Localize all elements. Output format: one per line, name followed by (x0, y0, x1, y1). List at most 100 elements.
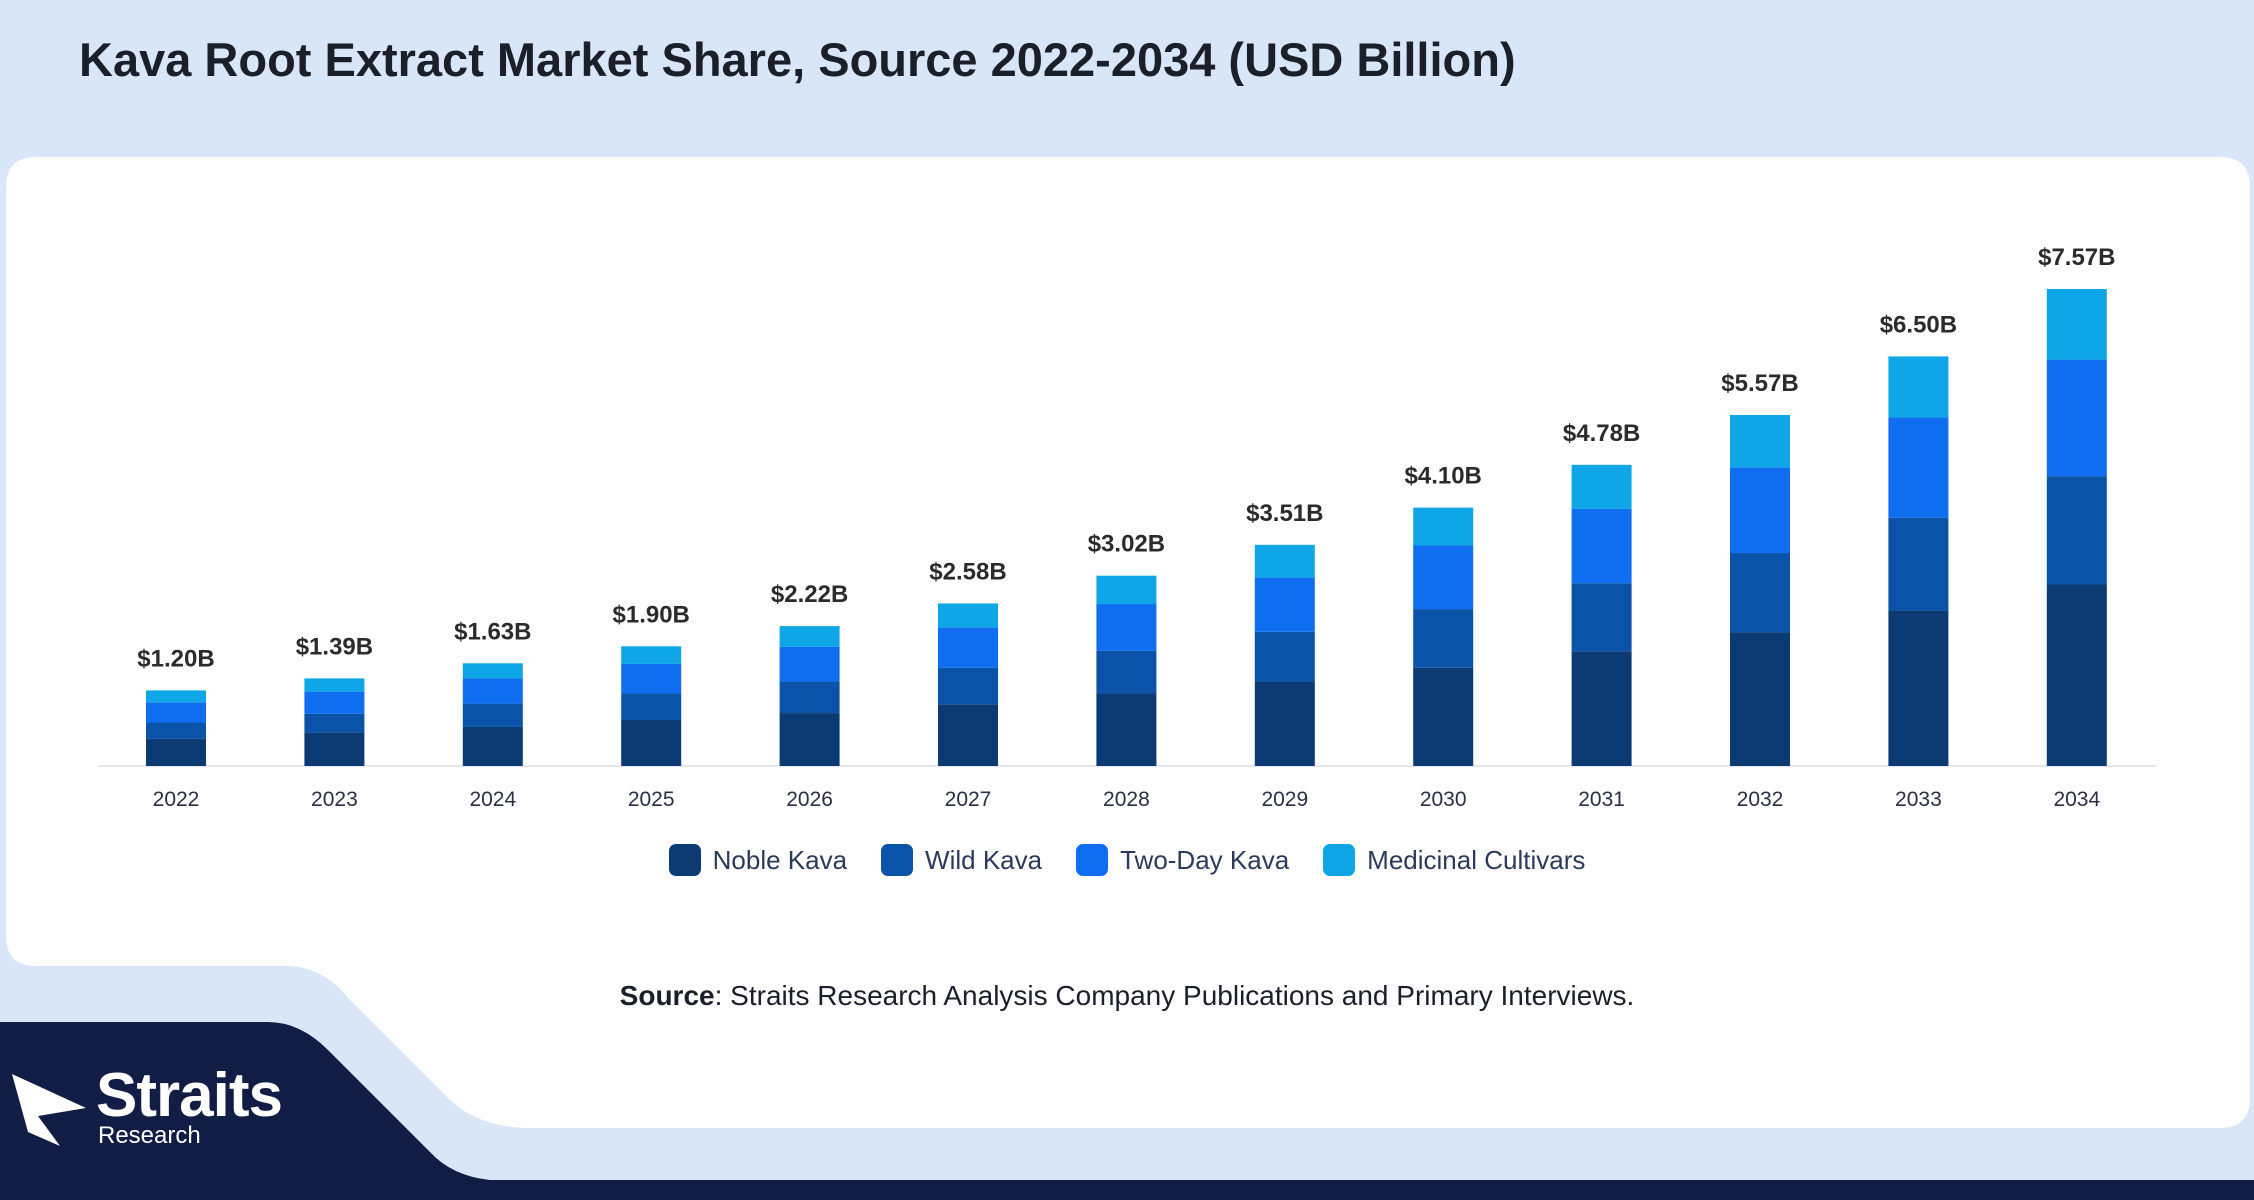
bar-total-label-2032: $5.57B (1721, 370, 1798, 397)
bar-segment-noble-kava-2032 (1730, 632, 1790, 766)
bar-segment-medicinal-cultivars-2029 (1254, 544, 1315, 578)
bar-segment-noble-kava-2031 (1571, 651, 1632, 766)
straits-logo: Straits Research (8, 1060, 308, 1170)
bar-segment-two-day-kava-2022 (146, 702, 206, 723)
bar-segment-medicinal-cultivars-2023 (304, 678, 365, 692)
x-tick-label-2024: 2024 (469, 788, 516, 811)
x-tick-label-2023: 2023 (311, 788, 358, 811)
x-tick-label-2026: 2026 (786, 788, 833, 811)
bar-segment-medicinal-cultivars-2025 (621, 646, 682, 664)
bar-segment-medicinal-cultivars-2031 (1571, 464, 1632, 509)
bar-segment-two-day-kava-2033 (1888, 417, 1949, 518)
bar-segment-noble-kava-2034 (2046, 584, 2107, 766)
bar-segment-noble-kava-2030 (1413, 667, 1474, 766)
page-title: Kava Root Extract Market Share, Source 2… (79, 33, 1516, 86)
bar-total-label-2029: $3.51B (1246, 500, 1323, 527)
bar-total-label-2025: $1.90B (613, 601, 690, 628)
bar-segment-noble-kava-2026 (779, 713, 840, 766)
bar-segment-two-day-kava-2025 (621, 663, 682, 694)
x-tick-label-2029: 2029 (1261, 788, 1308, 811)
bar-segment-wild-kava-2032 (1730, 553, 1790, 633)
legend-swatch-wild-kava (881, 844, 914, 876)
bar-segment-two-day-kava-2028 (1096, 604, 1157, 651)
bar-segment-two-day-kava-2031 (1571, 508, 1632, 584)
legend-swatch-medicinal-cultivars (1323, 844, 1356, 876)
bar-segment-medicinal-cultivars-2026 (779, 626, 840, 647)
bar-segment-medicinal-cultivars-2034 (2046, 289, 2107, 360)
bar-segment-wild-kava-2029 (1254, 631, 1315, 682)
bar-segment-noble-kava-2033 (1888, 610, 1949, 766)
bar-segment-medicinal-cultivars-2028 (1096, 575, 1157, 605)
bar-total-label-2024: $1.63B (454, 618, 531, 645)
bar-segment-wild-kava-2031 (1571, 583, 1632, 652)
bar-segment-two-day-kava-2029 (1254, 577, 1315, 632)
legend-label-two-day-kava: Two-Day Kava (1120, 844, 1290, 875)
bar-total-label-2033: $6.50B (1880, 311, 1957, 338)
bar-total-label-2022: $1.20B (137, 645, 214, 672)
bar-segment-noble-kava-2028 (1096, 693, 1157, 766)
x-tick-label-2030: 2030 (1420, 788, 1467, 811)
bar-total-label-2031: $4.78B (1563, 420, 1640, 447)
legend: Noble Kava Wild Kava Two-Day Kava Medicinal… (0, 844, 2254, 876)
logo-word: Straits (96, 1061, 283, 1130)
bar-segment-two-day-kava-2026 (779, 646, 840, 682)
bar-segment-medicinal-cultivars-2024 (462, 663, 523, 679)
bar-segment-medicinal-cultivars-2022 (146, 690, 206, 703)
bar-segment-two-day-kava-2024 (462, 678, 523, 704)
bar-segment-noble-kava-2025 (621, 720, 682, 766)
bar-segment-wild-kava-2027 (938, 667, 998, 705)
bar-segment-noble-kava-2022 (146, 738, 206, 766)
legend-swatch-two-day-kava (1076, 844, 1109, 876)
legend-label-medicinal-cultivars: Medicinal Cultivars (1367, 844, 1586, 875)
bar-total-label-2028: $3.02B (1088, 531, 1165, 558)
x-tick-label-2022: 2022 (153, 788, 200, 811)
bar-segment-wild-kava-2034 (2046, 476, 2107, 585)
bar-total-label-2023: $1.39B (296, 633, 373, 660)
bar-segment-wild-kava-2022 (146, 722, 206, 739)
bar-segment-noble-kava-2023 (304, 732, 365, 766)
source-text: : Straits Research Analysis Company Publ… (714, 980, 1635, 1011)
bar-segment-wild-kava-2028 (1096, 650, 1157, 694)
source-note: Source: Straits Research Analysis Compan… (0, 980, 2254, 1012)
bar-total-label-2034: $7.57B (2038, 244, 2115, 271)
x-tick-label-2033: 2033 (1895, 788, 1942, 811)
legend-item-noble-kava: Noble Kava (668, 844, 847, 876)
bar-segment-two-day-kava-2032 (1730, 467, 1790, 554)
x-tick-label-2027: 2027 (945, 788, 992, 811)
legend-swatch-noble-kava (668, 844, 701, 876)
bar-segment-medicinal-cultivars-2027 (938, 603, 998, 628)
x-tick-label-2025: 2025 (628, 788, 675, 811)
bar-segment-two-day-kava-2034 (2046, 359, 2107, 477)
source-label: Source (619, 980, 715, 1011)
bar-segment-wild-kava-2024 (462, 703, 523, 727)
bar-segment-medicinal-cultivars-2030 (1413, 507, 1474, 546)
bar-segment-wild-kava-2033 (1888, 517, 1949, 611)
bar-segment-medicinal-cultivars-2033 (1888, 356, 1949, 418)
bar-segment-two-day-kava-2023 (304, 691, 365, 714)
bar-total-label-2030: $4.10B (1405, 463, 1482, 490)
x-tick-label-2032: 2032 (1737, 788, 1784, 811)
total-labels-group: $1.20B $1.39B $1.63B $1.90B $2.22B $2.58B $3.0… (137, 244, 2115, 672)
footer-band (0, 1022, 2254, 1200)
bar-segment-noble-kava-2029 (1254, 681, 1315, 766)
legend-item-wild-kava: Wild Kava (881, 844, 1042, 876)
logo-subword: Research (98, 1122, 201, 1149)
bar-total-label-2026: $2.22B (771, 581, 848, 608)
x-tick-labels-group: 2022 2023 2024 2025 2026 2027 2028 2029 2030 2031… (153, 788, 2101, 811)
bar-segment-noble-kava-2024 (462, 726, 523, 766)
x-tick-label-2034: 2034 (2053, 788, 2100, 811)
x-tick-label-2028: 2028 (1103, 788, 1150, 811)
bar-segment-two-day-kava-2027 (938, 627, 998, 668)
bar-segment-noble-kava-2027 (938, 704, 998, 766)
bar-segment-wild-kava-2030 (1413, 609, 1474, 668)
bar-segment-wild-kava-2026 (779, 681, 840, 714)
legend-label-wild-kava: Wild Kava (925, 844, 1043, 875)
logo-arrow-icon (12, 1074, 86, 1146)
legend-item-medicinal-cultivars: Medicinal Cultivars (1323, 844, 1585, 876)
bar-segment-wild-kava-2025 (621, 693, 682, 721)
bar-segment-wild-kava-2023 (304, 713, 365, 733)
x-tick-label-2031: 2031 (1578, 788, 1625, 811)
bar-segment-medicinal-cultivars-2032 (1730, 415, 1790, 468)
bar-total-label-2027: $2.58B (929, 558, 1006, 585)
